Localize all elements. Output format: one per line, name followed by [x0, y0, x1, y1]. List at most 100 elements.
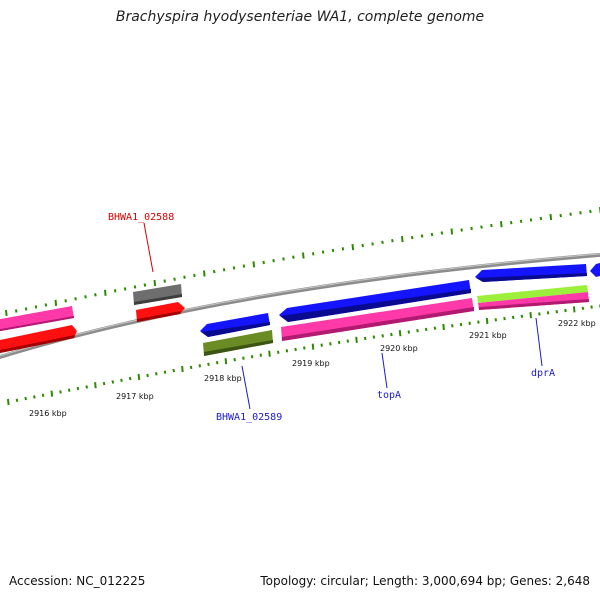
minor-tick — [311, 252, 315, 256]
scale-label: 2917 kbp — [116, 392, 154, 401]
gene-callouts — [143, 222, 543, 410]
minor-tick — [215, 361, 219, 365]
minor-tick — [420, 234, 424, 238]
minor-tick — [371, 242, 374, 246]
minor-tick — [459, 322, 463, 327]
minor-tick — [477, 320, 480, 324]
minor-tick — [155, 372, 158, 376]
minor-tick — [341, 247, 345, 251]
minor-tick — [193, 273, 196, 278]
minor-tick — [490, 223, 493, 228]
scale-label: 2921 kbp — [469, 331, 507, 340]
minor-tick — [451, 324, 454, 328]
feature-shade — [134, 294, 182, 305]
minor-tick — [76, 386, 80, 391]
minor-tick — [233, 358, 236, 362]
minor-tick — [172, 368, 175, 373]
gene-label-topa[interactable]: topA — [377, 390, 401, 401]
feature-shade — [137, 311, 181, 322]
feature-arrow[interactable] — [590, 263, 600, 277]
minor-tick — [64, 299, 67, 303]
minor-tick — [41, 393, 45, 397]
feature-arrow[interactable] — [0, 306, 74, 332]
gene-label-bhwa1-02589[interactable]: BHWA1_02589 — [216, 412, 282, 423]
minor-tick — [424, 327, 428, 332]
major-tick — [268, 350, 271, 357]
feature-shade — [479, 299, 589, 310]
callout-line-topa — [381, 352, 388, 389]
minor-tick — [294, 347, 297, 352]
minor-tick — [391, 239, 394, 243]
minor-tick — [468, 321, 471, 325]
minor-tick — [102, 381, 106, 386]
minor-tick — [416, 329, 419, 333]
feature-arrow[interactable] — [477, 285, 588, 303]
major-tick — [203, 270, 206, 277]
minor-tick — [123, 287, 127, 291]
major-tick — [500, 221, 503, 228]
major-tick — [5, 309, 8, 317]
minor-tick — [390, 332, 393, 337]
feature-arrow[interactable] — [133, 284, 182, 305]
minor-tick — [24, 396, 27, 401]
minor-tick — [381, 334, 384, 338]
major-tick — [442, 323, 445, 331]
scale-label: 2922 kbp — [558, 319, 596, 328]
reverse-strand-features — [0, 280, 589, 356]
minor-tick — [433, 326, 437, 330]
minor-tick — [520, 314, 524, 318]
minor-tick — [569, 212, 572, 216]
minor-tick — [15, 398, 19, 402]
feature-arrow[interactable] — [0, 325, 77, 354]
major-tick — [137, 373, 141, 381]
minor-tick — [559, 213, 562, 218]
minor-tick — [410, 235, 414, 240]
minor-tick — [564, 308, 567, 313]
minor-tick — [250, 355, 254, 359]
callout-line-bhwa1-02589 — [241, 365, 251, 410]
minor-tick — [74, 297, 77, 301]
major-tick — [7, 398, 10, 406]
minor-tick — [59, 390, 62, 394]
minor-tick — [222, 268, 226, 272]
callout-line-bhwa1-02588 — [143, 222, 154, 273]
major-tick — [181, 365, 184, 373]
feature-shade — [201, 322, 270, 337]
minor-tick — [285, 349, 289, 353]
minor-tick — [519, 219, 523, 223]
minor-tick — [503, 316, 506, 321]
minor-tick — [555, 310, 559, 314]
callout-line-dpra — [535, 317, 543, 367]
minor-tick — [163, 370, 167, 374]
minor-tick — [24, 307, 28, 311]
genome-summary-text: Topology: circular; Length: 3,000,694 bp… — [260, 574, 590, 588]
minor-tick — [546, 311, 550, 315]
minor-tick — [529, 218, 533, 222]
major-tick — [94, 382, 97, 389]
minor-tick — [381, 240, 384, 244]
minor-tick — [146, 373, 149, 378]
minor-tick — [14, 309, 18, 313]
gene-label-bhwa1-02588[interactable]: BHWA1_02588 — [108, 212, 174, 223]
minor-tick — [589, 209, 592, 214]
minor-tick — [163, 279, 166, 283]
feature-shade — [0, 335, 75, 353]
feature-shade — [476, 273, 587, 282]
minor-tick — [331, 248, 335, 253]
minor-tick — [207, 362, 210, 366]
minor-tick — [276, 350, 280, 354]
minor-tick — [33, 395, 36, 399]
feature-shade — [204, 340, 273, 356]
scale-label: 2920 kbp — [380, 344, 418, 353]
forward-strand-features — [0, 263, 600, 332]
feature-shade — [280, 289, 471, 322]
minor-tick — [242, 356, 245, 360]
minor-tick — [470, 226, 473, 231]
scale-label: 2916 kbp — [29, 409, 67, 418]
gene-label-dpra[interactable]: dprA — [531, 368, 555, 379]
major-tick — [104, 289, 107, 296]
minor-tick — [67, 388, 71, 392]
minor-tick — [363, 336, 367, 341]
major-tick — [54, 299, 58, 306]
